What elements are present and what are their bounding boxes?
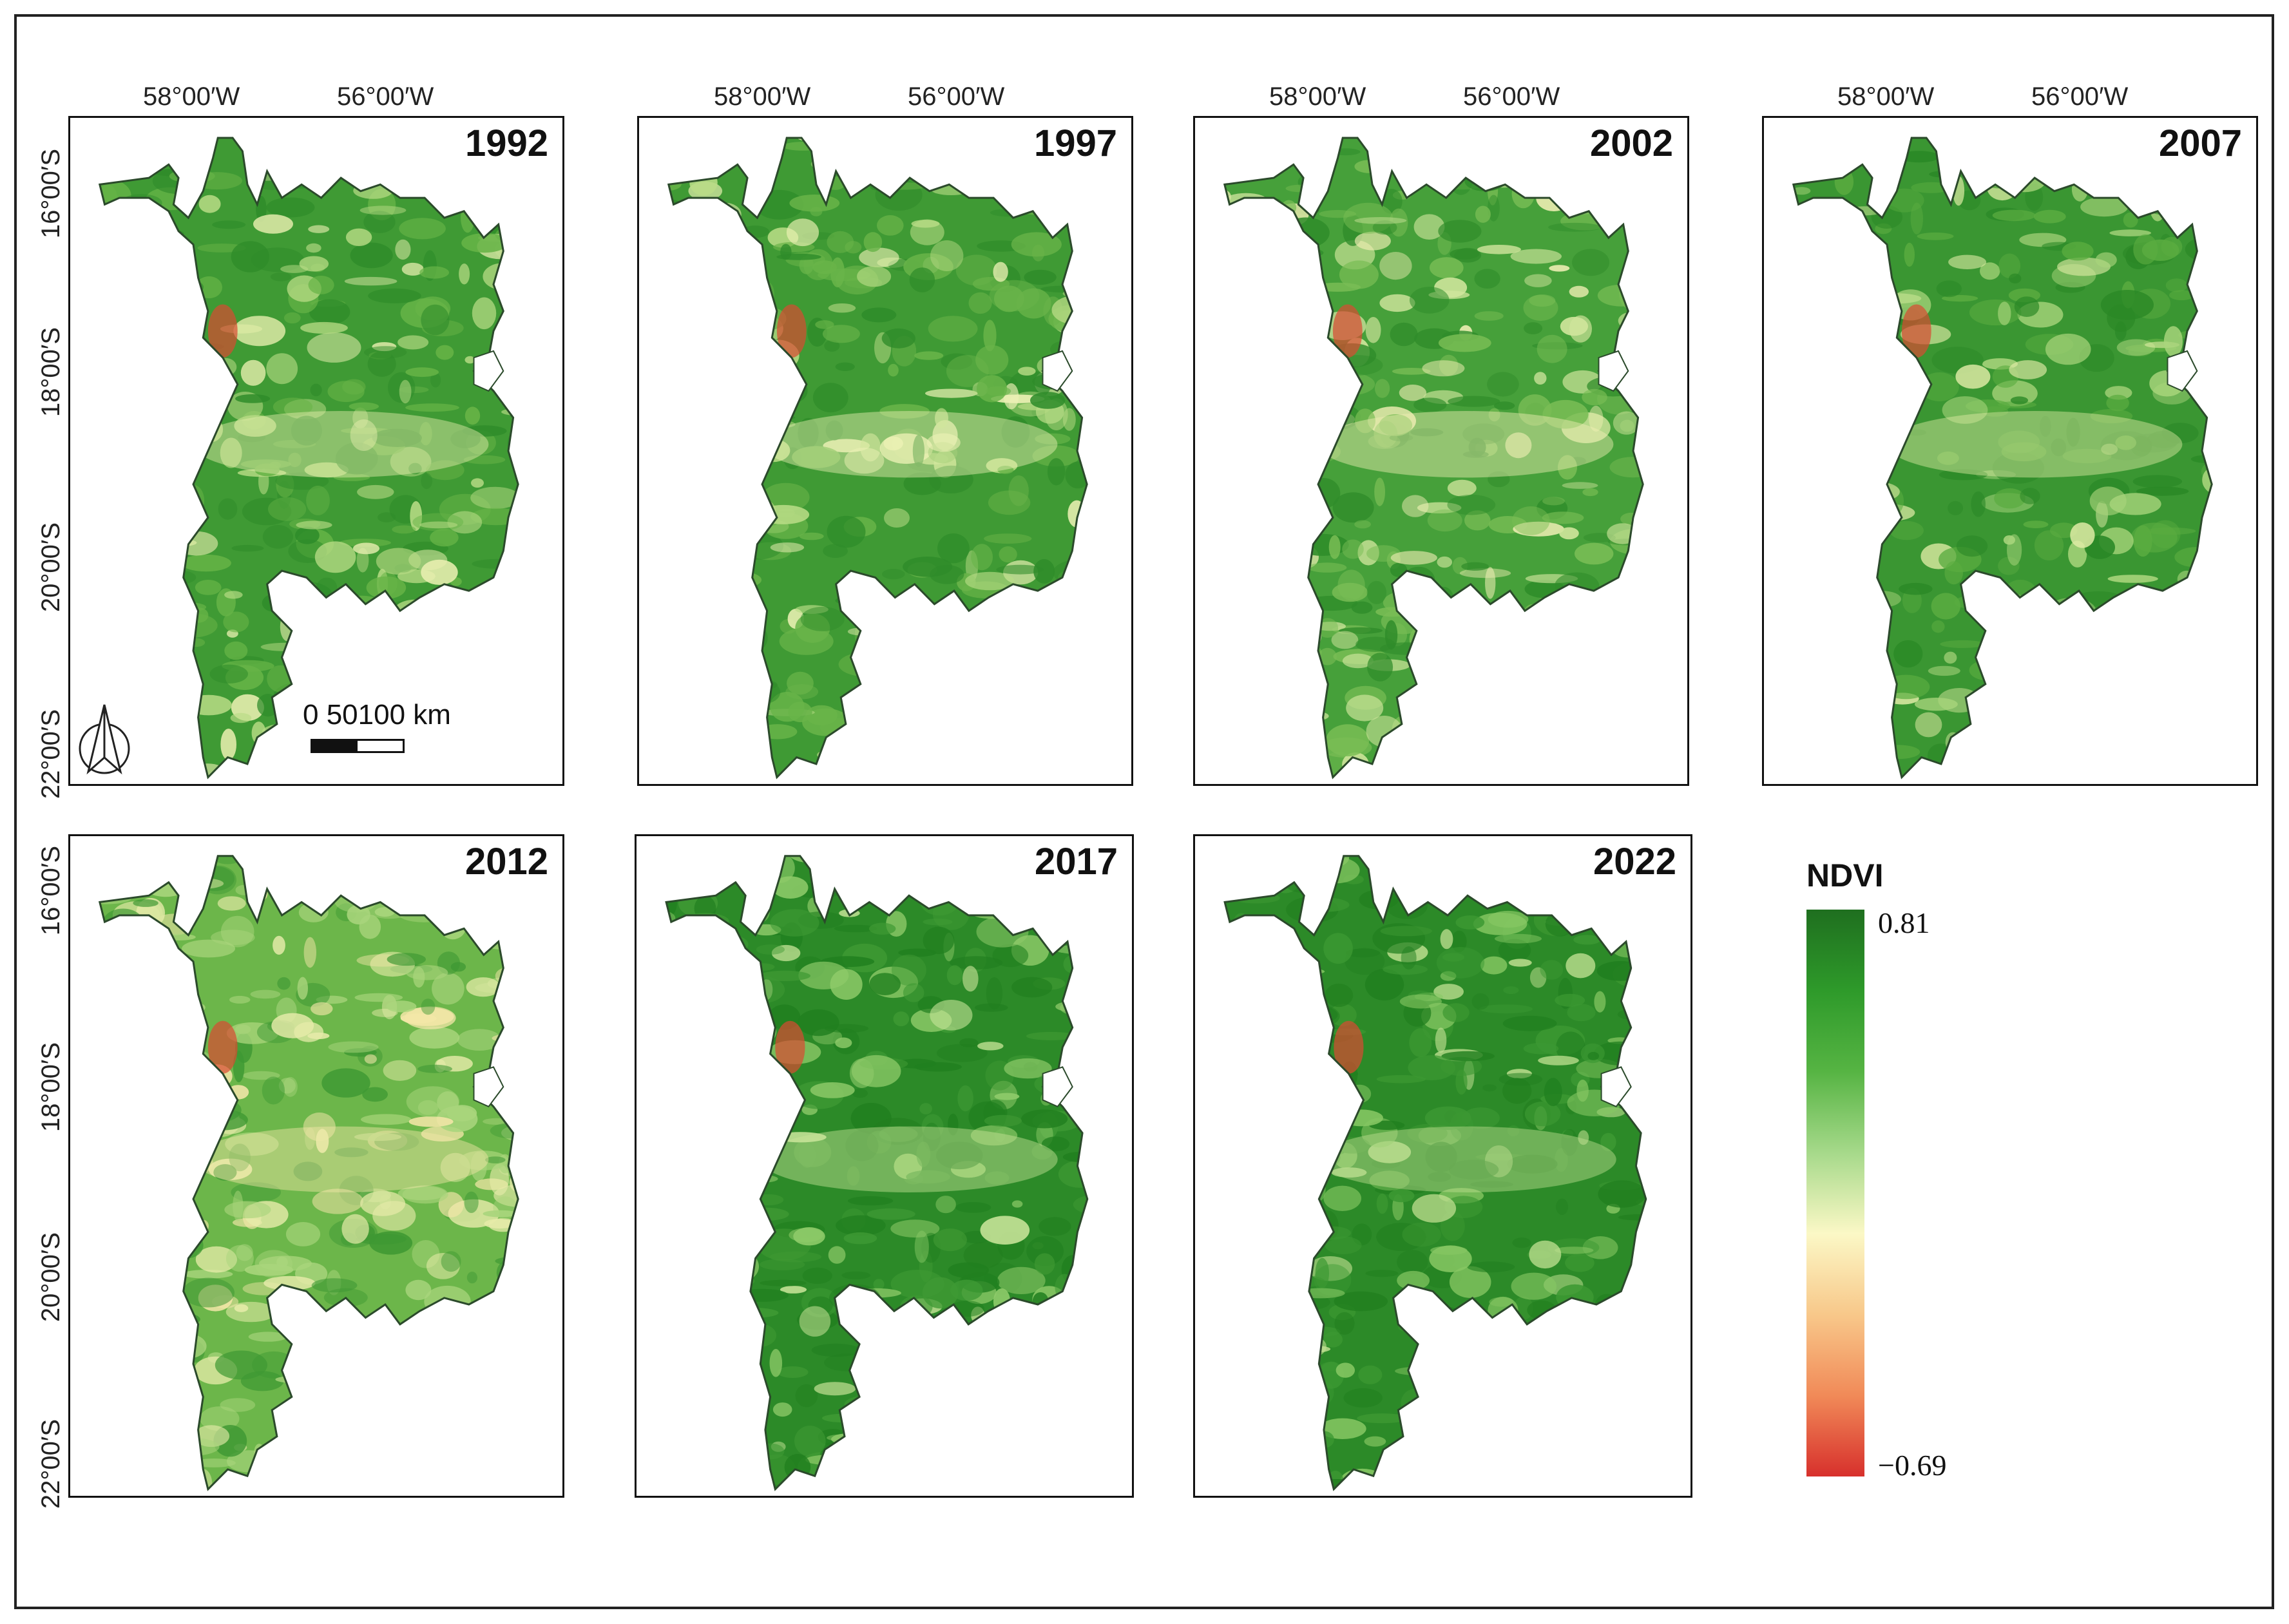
- lon-label-58w: 58°00′W: [1269, 82, 1366, 111]
- map-panel-2022: 2022: [1193, 834, 1692, 1498]
- panel-year-label: 1997: [1033, 122, 1117, 164]
- lat-label-16s: 16°00′S: [37, 148, 66, 239]
- lat-label-16s: 16°00′S: [37, 845, 66, 936]
- map-panel-2012: 2012: [68, 834, 564, 1498]
- map-panel-2002: 2002: [1193, 116, 1689, 786]
- panel-year-label: 2017: [1034, 841, 1118, 883]
- lon-label-58w: 58°00′W: [143, 82, 240, 111]
- panel-year-label: 2007: [2158, 122, 2242, 164]
- lon-label-56w: 56°00′W: [1463, 82, 1560, 111]
- panel-year-label: 1992: [465, 122, 548, 164]
- map-panel-2007: 2007: [1762, 116, 2258, 786]
- scale-bar: 0 50100 km: [303, 699, 509, 753]
- legend-color-ramp: [1806, 910, 1864, 1476]
- scale-bar-graphic: [311, 739, 405, 753]
- legend-min-label: −0.69: [1878, 1449, 1947, 1482]
- ndvi-raster-map: [665, 855, 1089, 1491]
- ndvi-raster-map: [1223, 137, 1644, 779]
- ndvi-raster-map: [1792, 137, 2213, 779]
- legend-title: NDVI: [1806, 857, 1884, 893]
- figure-frame: [14, 14, 2274, 1609]
- lon-label-58w: 58°00′W: [714, 82, 811, 111]
- ndvi-legend: NDVI 0.81 −0.69: [1797, 857, 2029, 1501]
- lon-label-56w: 56°00′W: [908, 82, 1005, 111]
- panel-year-label: 2022: [1593, 841, 1676, 883]
- lat-label-20s: 20°00′S: [37, 522, 66, 613]
- scale-bar-segment-white: [358, 741, 403, 751]
- lat-label-20s: 20°00′S: [37, 1232, 66, 1323]
- ndvi-raster-map: [1223, 855, 1647, 1491]
- scale-bar-label: 0 50100 km: [303, 699, 451, 731]
- map-panel-1992: 1992: [68, 116, 564, 786]
- north-arrow-icon: [79, 704, 130, 775]
- legend-max-label: 0.81: [1878, 906, 1930, 939]
- lat-label-22s: 22°00′S: [37, 1419, 66, 1509]
- lon-label-56w: 56°00′W: [2031, 82, 2129, 111]
- panel-year-label: 2012: [465, 841, 548, 883]
- lon-label-56w: 56°00′W: [337, 82, 434, 111]
- lat-label-18s: 18°00′S: [37, 327, 66, 417]
- scale-bar-segment-black: [312, 741, 358, 751]
- lat-label-22s: 22°00′S: [37, 709, 66, 799]
- ndvi-raster-map: [667, 137, 1088, 779]
- map-panel-2017: 2017: [635, 834, 1134, 1498]
- map-panel-1997: 1997: [637, 116, 1133, 786]
- panel-year-label: 2002: [1589, 122, 1673, 164]
- lon-label-58w: 58°00′W: [1837, 82, 1935, 111]
- ndvi-raster-map: [98, 137, 519, 779]
- lat-label-18s: 18°00′S: [37, 1042, 66, 1132]
- ndvi-raster-map: [98, 855, 519, 1491]
